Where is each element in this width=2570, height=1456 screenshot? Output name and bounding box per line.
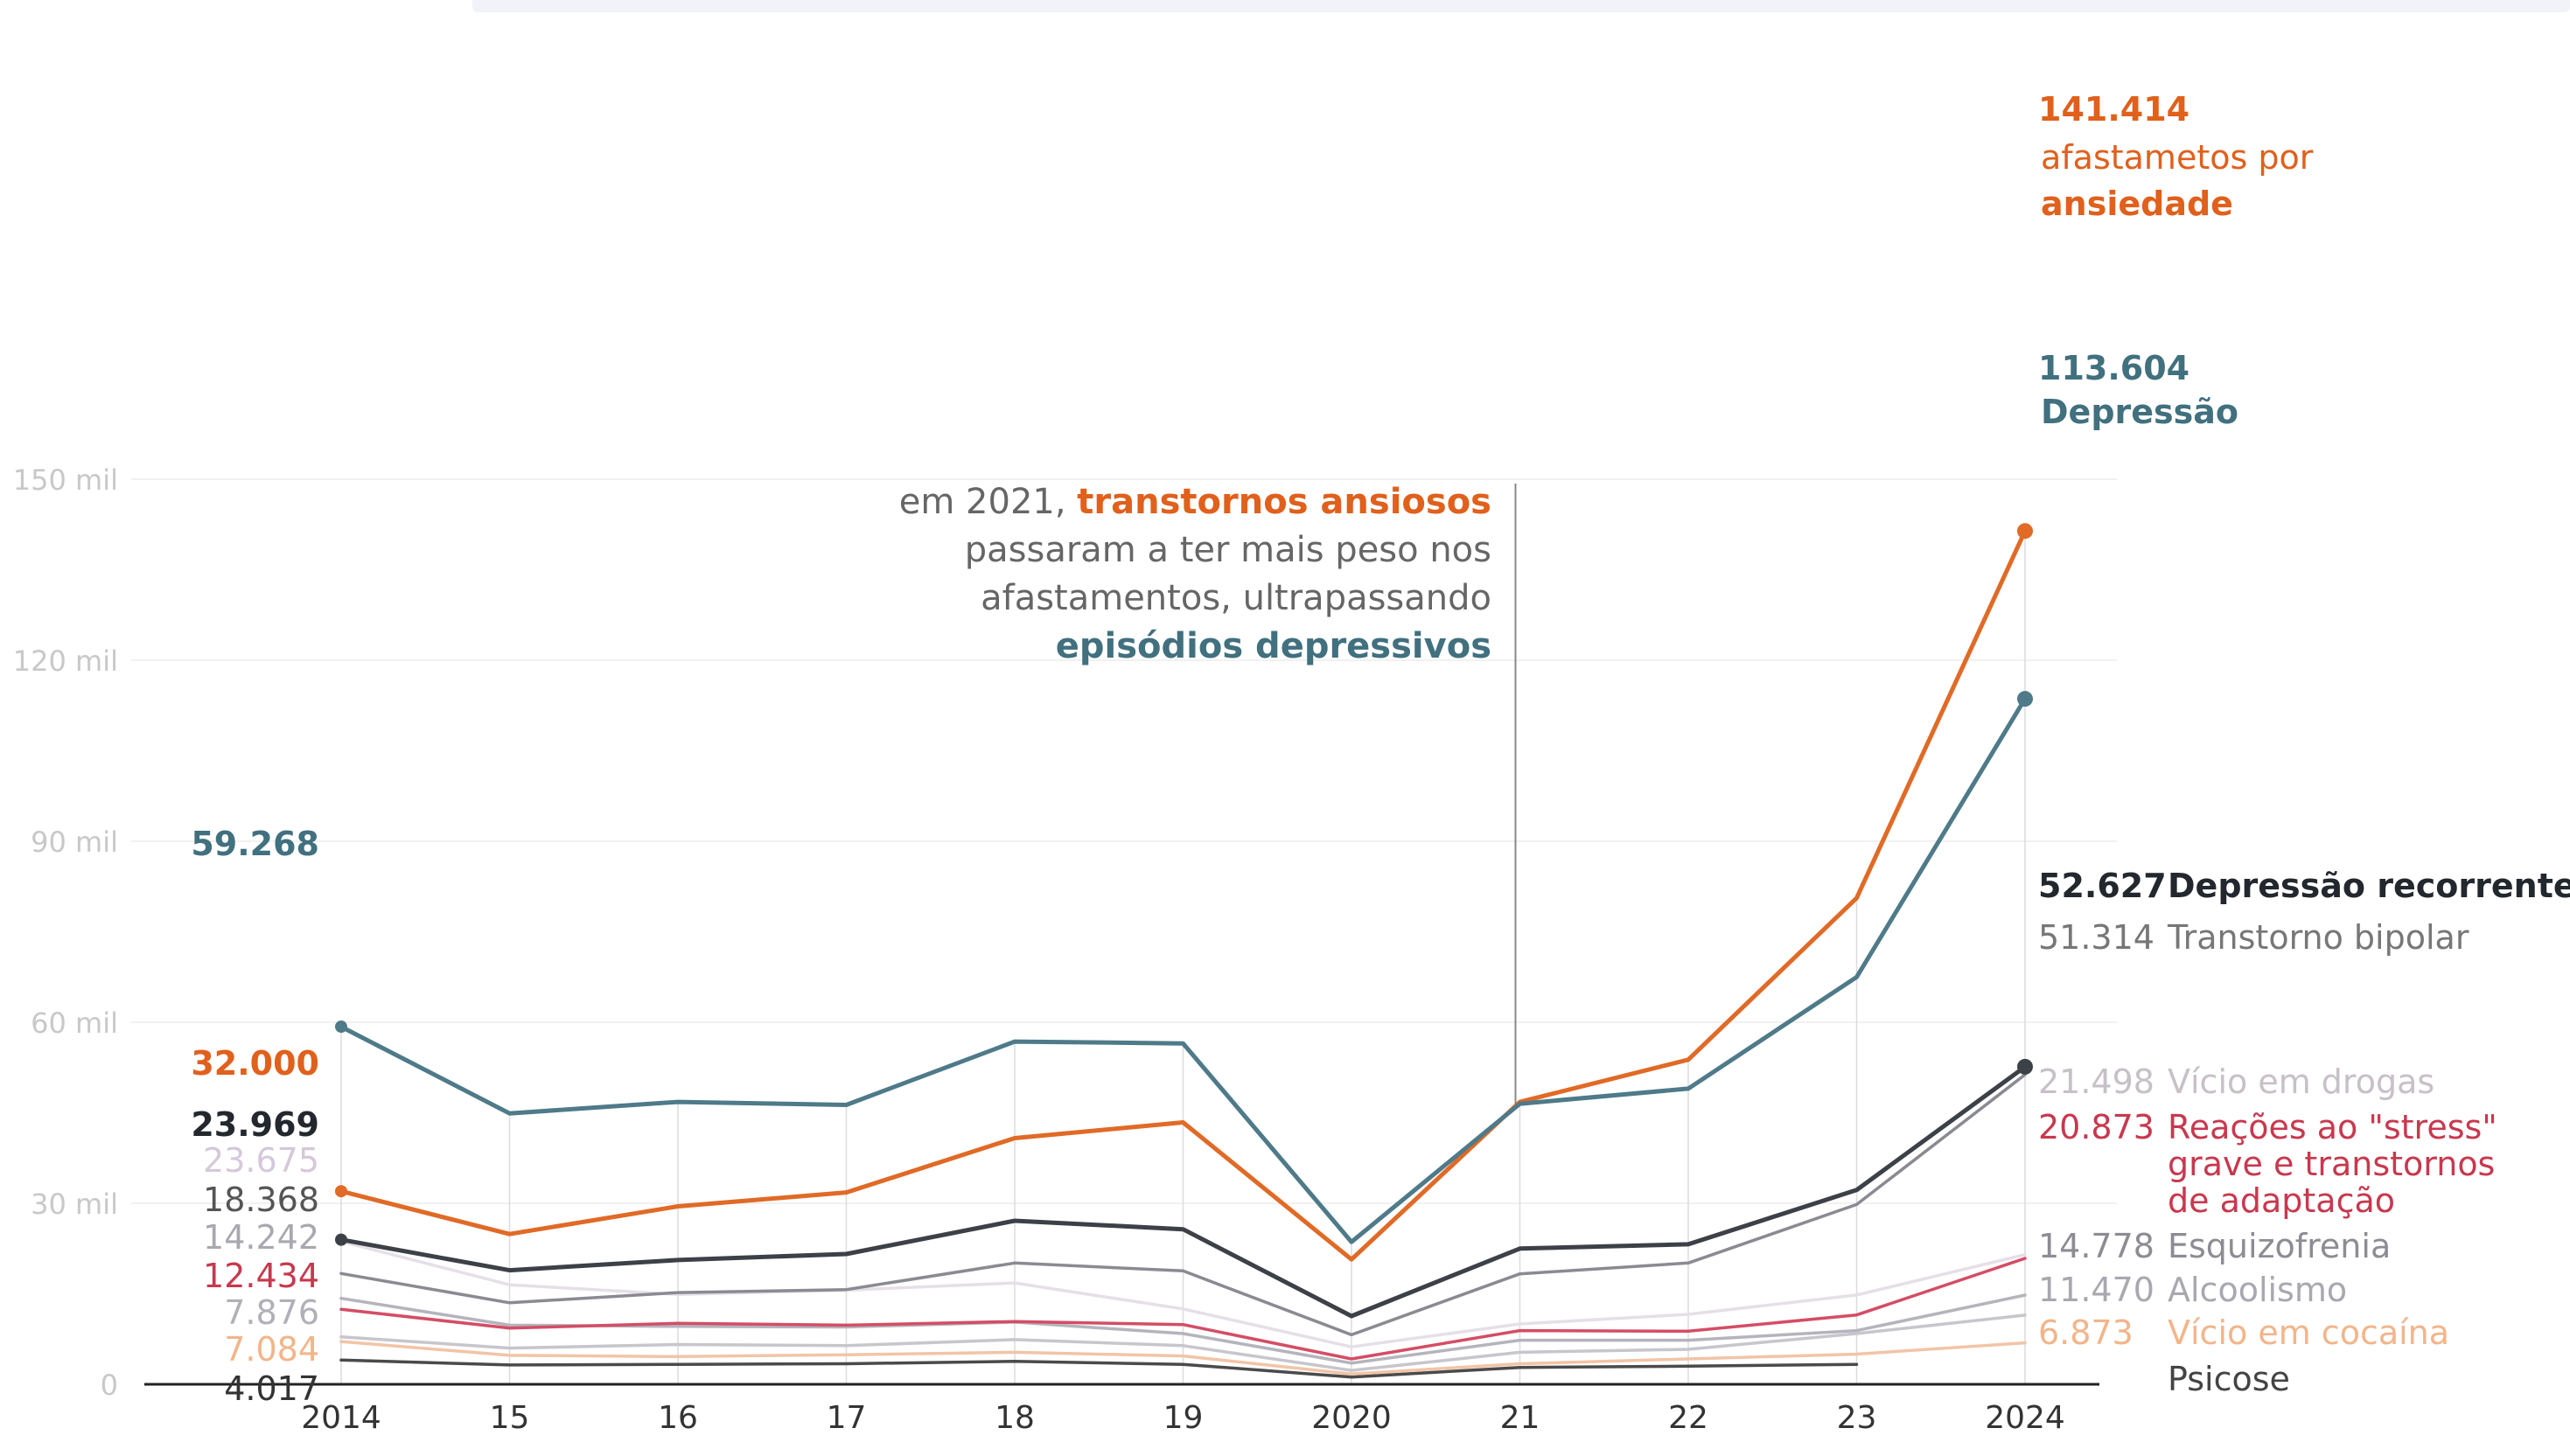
y-tick-label-120-mil: 120 mil — [13, 644, 118, 678]
series-line-ansiedade — [339, 528, 2028, 1262]
series-line-reacoes-ao-stress-grave-e-transtornos-de-adaptacao — [339, 1257, 2027, 1361]
end-name-label-depressao: Depressão — [2041, 393, 2238, 431]
series-dot-end-ansiedade — [2017, 523, 2033, 540]
x-tick-label-2020: 2020 — [1311, 1400, 1392, 1436]
start-label-psicose: 4.017 — [224, 1369, 319, 1408]
end-value-label-depressao-recorrente: 52.627 — [2038, 867, 2167, 905]
series-dot-start-depressao-recorrente — [335, 1233, 347, 1246]
series-line-vicio-em-cocaina — [339, 1340, 2027, 1376]
end-name-label-psicose: Psicose — [2168, 1360, 2290, 1398]
series-line-psicose — [339, 1358, 1859, 1379]
y-tick-label-90-mil: 90 mil — [31, 826, 118, 859]
x-tick-label-21: 21 — [1500, 1400, 1540, 1436]
x-tick-label-23: 23 — [1837, 1400, 1877, 1436]
series-line-depressao-recorrente — [339, 1064, 2028, 1319]
start-label-depressao-recorrente: 23.969 — [191, 1105, 319, 1144]
annotation-segment: transtornos ansiosos — [1077, 482, 1491, 522]
start-label-vicio-em-cocaina: 7.084 — [224, 1330, 319, 1369]
x-tick-label-2014: 2014 — [301, 1400, 381, 1436]
end-name-label-reacoes-ao-stress-grave-e-transtornos-de-adaptacao-1: Reações ao "stress" — [2168, 1108, 2497, 1146]
end-name-label-ansiedade-2: ansiedade — [2041, 185, 2233, 223]
end-name-label-alcoolismo: Alcoolismo — [2168, 1271, 2347, 1309]
end-name-label-vicio-em-cocaina: Vício em cocaína — [2168, 1313, 2449, 1352]
annotation-line-4: episódios depressivos — [1056, 626, 1491, 666]
end-value-label-ansiedade: 141.414 — [2038, 90, 2189, 129]
start-label-esquizofrenia: 14.242 — [203, 1218, 319, 1257]
annotation-segment: em 2021, — [899, 482, 1078, 522]
series-line-depressao — [339, 696, 2028, 1244]
end-name-label-esquizofrenia: Esquizofrenia — [2168, 1227, 2391, 1265]
x-tick-label-18: 18 — [995, 1400, 1035, 1436]
start-label-alcoolismo: 7.876 — [224, 1293, 319, 1332]
y-tick-label-60-mil: 60 mil — [31, 1007, 118, 1040]
end-value-label-reacoes-ao-stress-grave-e-transtornos-de-adaptacao: 20.873 — [2038, 1108, 2154, 1146]
start-label-transtorno-bipolar: 18.368 — [203, 1181, 319, 1219]
annotation-segment: passaram a ter mais peso nos — [965, 530, 1491, 570]
end-name-label-depressao-recorrente: Depressão recorrente — [2168, 867, 2570, 905]
end-value-label-esquizofrenia: 14.778 — [2038, 1227, 2154, 1265]
end-value-label-transtorno-bipolar: 51.314 — [2038, 918, 2154, 957]
end-name-label-reacoes-ao-stress-grave-e-transtornos-de-adaptacao-2: grave e transtornos — [2168, 1145, 2495, 1183]
x-tick-label-19: 19 — [1163, 1400, 1204, 1436]
annotation-segment: afastamentos, ultrapassando — [981, 578, 1491, 618]
series-dot-start-depressao — [335, 1021, 347, 1034]
start-label-vicio-em-drogas: 23.675 — [203, 1141, 319, 1180]
x-tick-label-17: 17 — [827, 1400, 867, 1436]
start-label-depressao: 59.268 — [191, 825, 319, 863]
series-dot-end-depressao-recorrente — [2017, 1058, 2033, 1075]
x-tick-label-2024: 2024 — [1985, 1400, 2065, 1436]
y-tick-label-0: 0 — [101, 1369, 118, 1402]
end-value-label-vicio-em-cocaina: 6.873 — [2038, 1313, 2134, 1352]
x-tick-label-15: 15 — [490, 1400, 530, 1436]
series-dot-end-depressao — [2017, 691, 2033, 707]
start-label-ansiedade: 32.000 — [191, 1044, 319, 1083]
start-label-reacoes-ao-stress-grave-e-transtornos-de-adaptacao: 12.434 — [203, 1257, 319, 1295]
series-line-vicio-em-drogas — [339, 1239, 2027, 1348]
x-tick-label-22: 22 — [1668, 1400, 1708, 1436]
y-tick-label-30-mil: 30 mil — [31, 1188, 118, 1221]
annotation-line-1: em 2021, transtornos ansiosos — [899, 482, 1491, 522]
end-name-label-vicio-em-drogas: Vício em drogas — [2168, 1062, 2434, 1101]
series-dot-start-ansiedade — [335, 1185, 347, 1198]
annotation-line-3: afastamentos, ultrapassando — [981, 578, 1491, 618]
end-value-label-alcoolismo: 11.470 — [2038, 1271, 2154, 1309]
end-name-label-ansiedade-1: afastametos por — [2041, 138, 2314, 177]
x-tick-label-16: 16 — [658, 1400, 698, 1436]
series-line-alcoolismo — [339, 1313, 2027, 1372]
end-name-label-transtorno-bipolar: Transtorno bipolar — [2167, 918, 2469, 957]
annotation-line-2: passaram a ter mais peso nos — [965, 530, 1491, 570]
end-name-label-reacoes-ao-stress-grave-e-transtornos-de-adaptacao-3: de adaptação — [2168, 1181, 2395, 1220]
series-line-transtorno-bipolar — [339, 1073, 2027, 1337]
y-tick-label-150-mil: 150 mil — [13, 463, 118, 497]
end-value-label-vicio-em-drogas: 21.498 — [2038, 1062, 2154, 1101]
annotation-segment: episódios depressivos — [1056, 626, 1491, 666]
top-strip — [472, 0, 2570, 12]
end-value-label-depressao: 113.604 — [2038, 349, 2189, 387]
